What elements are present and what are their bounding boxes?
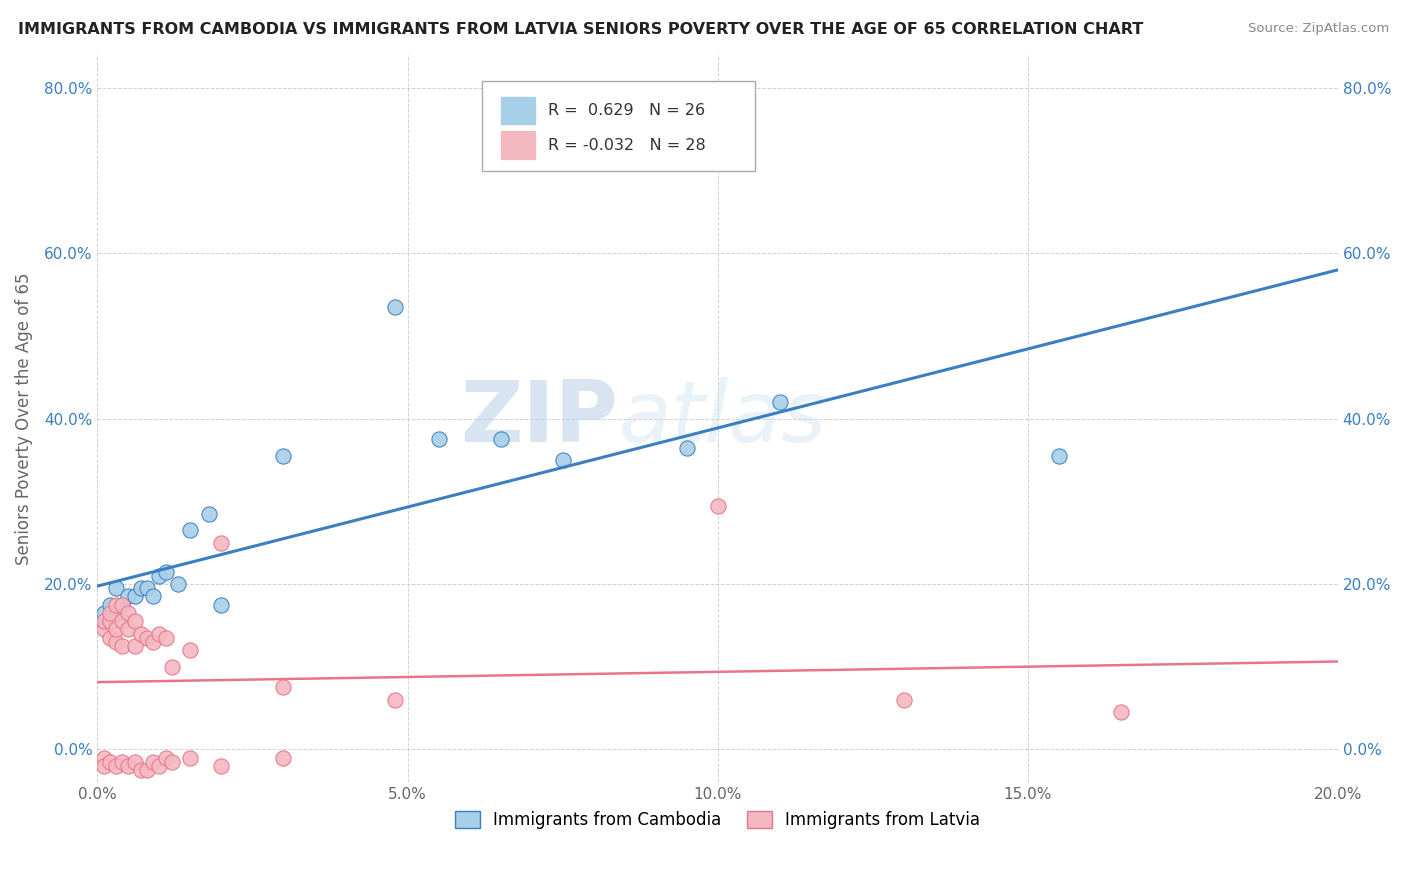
Point xyxy=(489,433,512,447)
Legend: Immigrants from Cambodia, Immigrants from Latvia: Immigrants from Cambodia, Immigrants fro… xyxy=(449,805,987,836)
Point xyxy=(98,614,121,628)
Point xyxy=(98,606,121,620)
Point xyxy=(273,449,295,463)
Point xyxy=(1109,705,1132,719)
Y-axis label: Seniors Poverty Over the Age of 65: Seniors Poverty Over the Age of 65 xyxy=(15,272,32,565)
Point xyxy=(273,681,295,695)
Point xyxy=(111,614,134,628)
Point xyxy=(160,659,183,673)
Point xyxy=(136,763,159,777)
Text: R =  0.629   N = 26: R = 0.629 N = 26 xyxy=(548,103,704,118)
Point xyxy=(384,692,406,706)
Point xyxy=(117,759,139,773)
Point xyxy=(142,755,165,769)
Point xyxy=(105,581,128,595)
Text: Source: ZipAtlas.com: Source: ZipAtlas.com xyxy=(1249,22,1389,36)
Point xyxy=(93,759,115,773)
Point xyxy=(155,565,177,579)
Point xyxy=(148,568,170,582)
Point xyxy=(675,441,697,455)
Point xyxy=(893,692,915,706)
Point xyxy=(111,755,134,769)
Text: IMMIGRANTS FROM CAMBODIA VS IMMIGRANTS FROM LATVIA SENIORS POVERTY OVER THE AGE : IMMIGRANTS FROM CAMBODIA VS IMMIGRANTS F… xyxy=(18,22,1143,37)
Point xyxy=(111,639,134,653)
Point xyxy=(142,590,165,604)
Point xyxy=(129,581,152,595)
Point xyxy=(111,598,134,612)
Point xyxy=(136,581,159,595)
Point xyxy=(93,614,115,628)
Point xyxy=(551,453,574,467)
Point xyxy=(427,433,450,447)
Text: atlas: atlas xyxy=(619,377,827,460)
Point xyxy=(98,598,121,612)
Point xyxy=(105,623,128,637)
Point xyxy=(768,395,790,409)
Point xyxy=(117,590,139,604)
Point xyxy=(384,300,406,314)
Point xyxy=(129,763,152,777)
Point xyxy=(136,631,159,645)
FancyBboxPatch shape xyxy=(482,80,755,171)
Point xyxy=(105,606,128,620)
Point xyxy=(98,631,121,645)
Point xyxy=(211,759,233,773)
Point xyxy=(167,577,190,591)
Point xyxy=(105,759,128,773)
Point xyxy=(111,598,134,612)
Point xyxy=(148,626,170,640)
Bar xyxy=(501,131,536,159)
Point xyxy=(155,631,177,645)
Point xyxy=(98,755,121,769)
Point xyxy=(179,643,201,657)
Point xyxy=(93,623,115,637)
Text: R = -0.032   N = 28: R = -0.032 N = 28 xyxy=(548,138,706,153)
Point xyxy=(124,614,146,628)
Point xyxy=(155,750,177,764)
Point xyxy=(211,535,233,549)
Point xyxy=(273,750,295,764)
Point xyxy=(198,507,221,521)
Point xyxy=(124,639,146,653)
Point xyxy=(211,598,233,612)
Point xyxy=(124,590,146,604)
Point xyxy=(706,499,728,513)
Point xyxy=(179,524,201,538)
Point xyxy=(179,750,201,764)
Point xyxy=(129,626,152,640)
Bar xyxy=(501,96,536,124)
Point xyxy=(105,635,128,649)
Point xyxy=(98,614,121,628)
Point xyxy=(93,614,115,628)
Point xyxy=(93,750,115,764)
Point xyxy=(124,755,146,769)
Point xyxy=(117,606,139,620)
Point xyxy=(142,635,165,649)
Point xyxy=(93,606,115,620)
Point xyxy=(148,759,170,773)
Point xyxy=(105,598,128,612)
Point xyxy=(160,755,183,769)
Point xyxy=(117,623,139,637)
Text: ZIP: ZIP xyxy=(461,377,619,460)
Point xyxy=(1047,449,1070,463)
